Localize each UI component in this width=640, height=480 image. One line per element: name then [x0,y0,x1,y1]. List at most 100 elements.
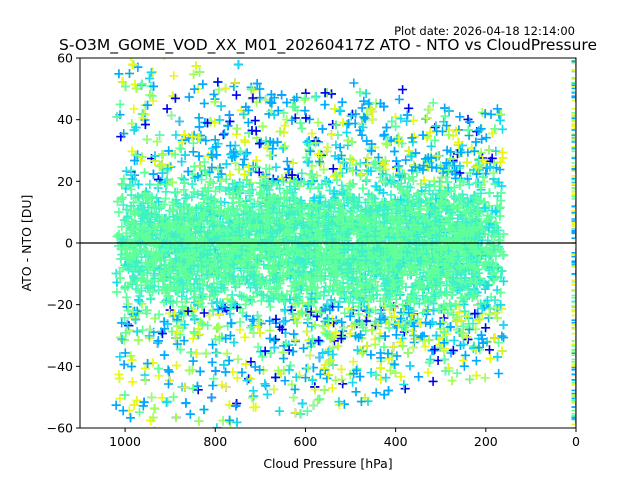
scatter-point [232,124,242,134]
scatter-point [355,170,365,180]
scatter-points [111,58,576,428]
scatter-point [271,334,281,344]
scatter-point [399,380,409,389]
scatter-point [279,354,289,363]
scatter-point [176,144,186,154]
scatter-point [159,350,169,360]
scatter-point [133,335,143,345]
scatter-point [214,322,224,332]
scatter-point [407,133,417,143]
scatter-point [114,207,124,217]
scatter-point [249,402,259,412]
scatter-point [406,150,416,160]
scatter-point [300,93,310,103]
scatter-point [351,387,361,397]
scatter-point [488,128,498,138]
scatter-point [254,167,264,177]
scatter-point [242,148,252,158]
scatter-point [481,133,491,143]
scatter-point [492,313,502,323]
scatter-point [150,313,160,323]
scatter-point [212,323,222,333]
scatter-point [199,405,209,415]
scatter-point [195,161,205,171]
scatter-point [337,97,347,107]
scatter-point [216,101,226,111]
scatter-point [218,130,228,140]
scatter-point [327,383,337,393]
scatter-point [225,415,235,425]
scatter-point [405,361,415,371]
scatter-point [188,138,198,148]
scatter-point [207,393,217,403]
scatter-point [181,398,191,408]
scatter-point [499,333,509,343]
scatter-point [320,88,330,98]
scatter-point [471,356,481,366]
scatter-point [288,158,298,168]
scatter-point [194,416,204,426]
scatter-point [198,79,208,89]
scatter-point [368,114,378,124]
scatter-point [261,381,271,391]
scatter-point [208,381,218,390]
scatter-point [289,393,299,402]
scatter-point [119,360,129,370]
scatter-point [305,351,315,360]
scatter-point [219,129,229,139]
scatter-point [212,348,222,358]
scatter-point [421,114,430,124]
scatter-point [118,406,128,416]
scatter-point [447,376,457,386]
scatter-point [241,149,251,159]
scatter-point [366,350,376,360]
scatter-point [199,157,209,167]
scatter-point [404,103,414,113]
scatter-point [320,100,330,110]
scatter-point [458,321,468,331]
scatter-point [318,124,327,134]
scatter-point [246,357,256,367]
scatter-point [137,79,147,89]
scatter-point [148,169,158,179]
scatter-point [428,98,438,108]
scatter-point [246,84,256,94]
scatter-point [189,69,199,79]
scatter-point [495,115,505,125]
scatter-point [425,319,435,329]
scatter-point [164,367,174,377]
scatter-point [371,388,381,398]
scatter-point [494,338,503,348]
scatter-point [265,316,275,326]
scatter-point [422,113,432,123]
scatter-point [278,143,288,153]
scatter-point [114,374,124,383]
scatter-point [455,112,465,122]
scatter-point [370,334,380,344]
scatter-point [401,155,411,165]
scatter-point [348,357,358,367]
scatter-point [381,373,391,383]
scatter-point [484,145,494,155]
scatter-point [231,90,241,100]
scatter-point [233,354,243,364]
scatter-point [143,359,153,368]
scatter-point [302,137,312,147]
scatter-point [265,333,275,343]
scatter-point [262,389,272,399]
scatter-point [211,366,221,376]
scatter-point [498,147,507,157]
scatter-point [275,406,284,416]
scatter-point [420,342,430,352]
scatter-point [127,362,137,372]
scatter-point [315,394,325,404]
scatter-point [498,124,507,134]
scatter-point [408,343,418,353]
scatter-point [142,134,152,144]
scatter-point [435,177,445,187]
scatter-point [213,77,223,87]
scatter-point [291,372,301,382]
scatter-point [140,364,150,373]
scatter-point [310,92,320,102]
